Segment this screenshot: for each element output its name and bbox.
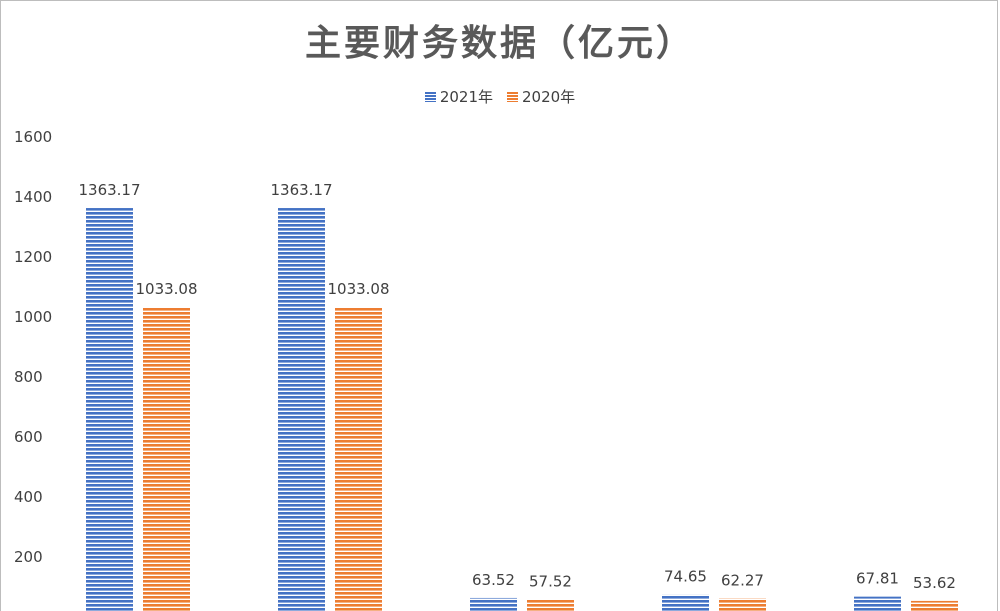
data-label: 1033.08 [135, 280, 197, 298]
bar-2020-2[interactable] [527, 599, 574, 611]
y-tick-label: 400 [14, 488, 43, 506]
bar-2021-0[interactable] [86, 208, 133, 611]
y-axis: 0 200 400 600 800 1000 1200 1400 1600 [14, 128, 52, 611]
y-tick-label: 200 [14, 548, 43, 566]
bar-2021-4[interactable] [854, 596, 901, 611]
legend-item-2021[interactable]: 2021年 [424, 86, 493, 107]
y-tick-label: 600 [14, 428, 43, 446]
bar-2021-3[interactable] [662, 594, 709, 611]
data-label: 63.52 [472, 571, 515, 589]
y-tick-label: 0 [14, 608, 24, 611]
data-label: 62.27 [721, 571, 764, 589]
bar-2020-4[interactable] [911, 600, 958, 611]
bar-2021-2[interactable] [470, 597, 517, 611]
y-tick-label: 1200 [14, 248, 52, 266]
legend-label-2020: 2020年 [522, 88, 576, 106]
legend-swatch-2020 [507, 91, 518, 102]
data-label: 53.62 [913, 574, 956, 592]
data-label: 57.52 [529, 573, 572, 591]
data-label: 1363.17 [270, 181, 332, 199]
y-tick-label: 800 [14, 368, 43, 386]
bar-2021-1[interactable] [278, 208, 325, 611]
bars-group [86, 208, 958, 611]
chart-title: 主要财务数据（亿元） [304, 23, 695, 64]
chart-legend: 2021年 2020年 [0, 86, 1000, 107]
data-label: 67.81 [856, 570, 899, 588]
data-labels-group: 1363.17 1033.08 1363.17 1033.08 63.52 57.52 74… [78, 181, 955, 592]
legend-swatch-2021 [424, 91, 436, 102]
y-tick-label: 1400 [14, 188, 52, 206]
y-tick-label: 1600 [14, 128, 52, 146]
legend-label-2021: 2021年 [439, 88, 493, 106]
data-label: 1033.08 [327, 280, 389, 298]
bar-2020-3[interactable] [719, 598, 766, 611]
bar-2020-0[interactable] [143, 307, 190, 611]
legend-item-2020[interactable]: 2020年 [507, 86, 575, 107]
data-label: 1363.17 [78, 181, 140, 199]
y-tick-label: 1000 [14, 308, 52, 326]
data-label: 74.65 [664, 568, 707, 586]
bar-2020-1[interactable] [335, 307, 382, 611]
